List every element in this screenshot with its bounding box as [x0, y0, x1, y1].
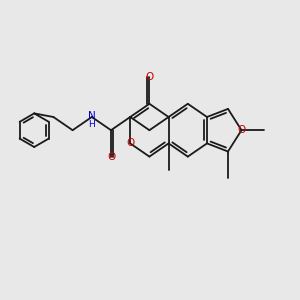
Text: O: O [107, 152, 115, 162]
Text: O: O [145, 72, 154, 82]
Text: O: O [237, 125, 246, 135]
Text: N: N [88, 111, 96, 121]
Text: O: O [126, 138, 134, 148]
Text: H: H [88, 120, 95, 129]
